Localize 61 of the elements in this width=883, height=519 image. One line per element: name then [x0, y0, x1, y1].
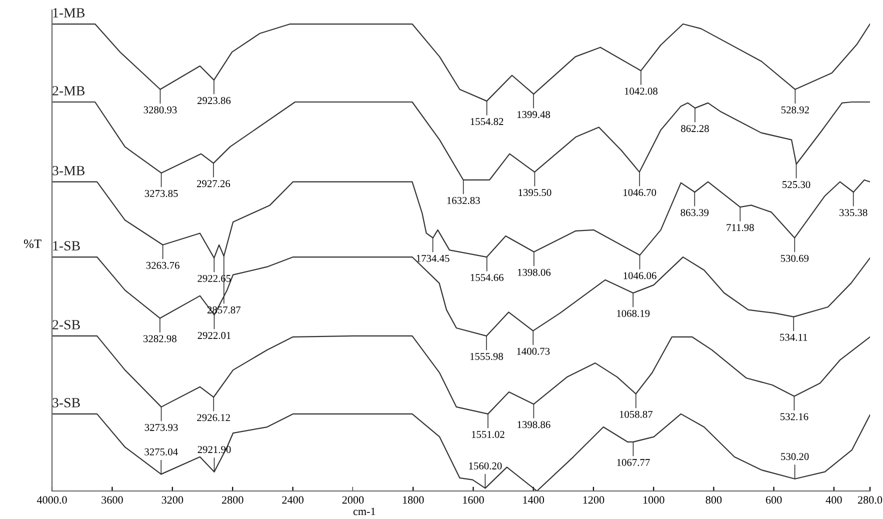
annotation: 2923.86: [197, 97, 231, 104]
annotation: 1046.70: [624, 189, 656, 196]
annotation: 534.11: [780, 334, 808, 341]
annotation: 1399.48: [517, 111, 550, 118]
series-label: 3-MB: [52, 166, 85, 176]
annotation: 532.16: [780, 413, 808, 420]
x-tick-label: 2400: [282, 496, 304, 504]
annotation: 1068.19: [617, 310, 650, 318]
x-tick-label: 3600: [102, 496, 123, 504]
x-tick-label: 400: [826, 496, 842, 504]
annotation: 1067.77: [617, 458, 650, 466]
annotation: 3273.93: [144, 424, 178, 431]
x-tick-label: 4000.0: [36, 496, 67, 504]
annotation: 3275.04: [144, 448, 178, 456]
annotation: 1555.98: [470, 352, 503, 360]
annotation: 3263.76: [146, 262, 180, 269]
series-label: 2-MB: [52, 86, 85, 96]
x-tick-label: 1200: [583, 496, 604, 504]
x-tick-label: 3200: [162, 496, 184, 504]
annotation: 530.69: [780, 254, 809, 262]
x-tick-label: 1800: [402, 496, 424, 504]
annotation: 863.39: [680, 209, 709, 216]
series-label: 1-SB: [53, 241, 80, 250]
annotation: 862.28: [681, 125, 709, 132]
annotation: 525.30: [782, 181, 810, 188]
y-axis-title: %T: [24, 240, 42, 248]
annotation: 1551.02: [472, 430, 504, 438]
annotation: 528.92: [781, 106, 809, 114]
annotation: 1398.06: [518, 268, 551, 276]
annotation: 2922.01: [198, 332, 231, 339]
annotation: 1058.87: [620, 410, 653, 418]
series-label: 3-SB: [52, 398, 80, 408]
annotation: 335.38: [840, 209, 868, 216]
annotation: 2926.12: [197, 414, 230, 422]
series-label: 2-SB: [52, 320, 80, 330]
annotation: 1560.20: [469, 462, 502, 470]
annotation: 1632.83: [447, 196, 480, 204]
annotation: 1042.08: [624, 88, 658, 95]
annotation: 530.20: [781, 453, 809, 460]
series-label: 1-MB: [53, 8, 85, 18]
annotation: 3280.93: [144, 106, 177, 114]
annotation: 3273.85: [144, 190, 178, 198]
annotation: 1554.66: [470, 274, 504, 282]
annotation: 711.98: [726, 224, 754, 232]
x-tick-label: 1000: [643, 496, 664, 504]
annotation: 1395.50: [518, 189, 552, 196]
annotation: 1398.86: [518, 421, 550, 428]
x-tick-label: 2800: [222, 496, 244, 504]
x-tick-label: 280.0: [858, 496, 882, 504]
x-tick-label: 800: [706, 496, 722, 504]
x-tick-label: 2000: [342, 496, 364, 504]
annotation: 1046.06: [624, 272, 656, 280]
x-tick-label: 1600: [463, 496, 484, 504]
x-axis-title: cm-1: [353, 508, 376, 516]
annotation: 1400.73: [517, 348, 550, 355]
annotation: 1734.45: [416, 254, 450, 262]
annotation: 1554.82: [470, 118, 504, 126]
x-tick-label: 600: [766, 496, 782, 504]
annotation: 2927.26: [196, 180, 230, 188]
x-tick-label: 1400: [523, 496, 544, 504]
annotation: 3282.98: [143, 335, 176, 342]
